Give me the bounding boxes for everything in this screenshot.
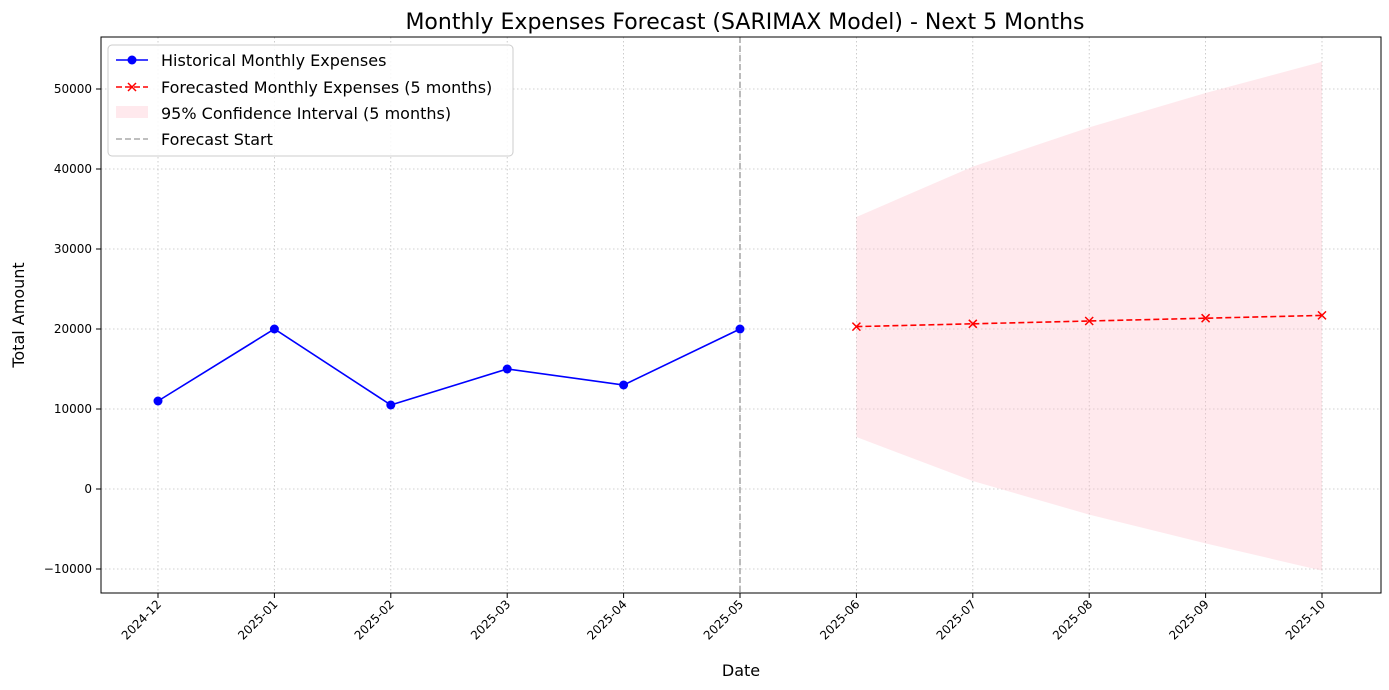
data-point-marker [1084,316,1094,326]
y-tick-label: 10000 [54,402,92,416]
y-tick-label: 50000 [54,82,92,96]
confidence-interval-area [856,61,1322,571]
y-tick-label: −10000 [44,562,92,576]
plot-frame [100,36,1382,594]
legend-forecast-start-label: Forecast Start [161,130,273,149]
data-point-marker [735,324,745,334]
confidence-interval-band [856,61,1322,571]
legend-historical-marker [127,55,137,65]
legend-ci-label: 95% Confidence Interval (5 months) [161,104,451,123]
series-line-0 [157,328,741,406]
data-point-marker [968,319,978,329]
legend-forecast-marker [127,82,137,92]
legend: Historical Monthly Expenses Forecasted M… [107,44,514,157]
y-tick-label: 20000 [54,322,92,336]
series-lines [153,310,1327,410]
y-tick-label: 30000 [54,242,92,256]
y-tick-label: 40000 [54,162,92,176]
x-axis-title: Date [722,661,760,680]
data-point-marker [1317,310,1327,320]
series-line-1 [856,314,1323,328]
legend-forecast-label: Forecasted Monthly Expenses (5 months) [161,78,492,97]
data-point-marker [619,380,629,390]
legend-box [107,44,514,157]
legend-historical-label: Historical Monthly Expenses [161,51,386,70]
y-axis-ticks: −10000 0 10000 20000 30000 40000 50000 [44,82,101,576]
legend-ci-swatch [116,106,148,118]
data-point-marker [1201,313,1211,323]
data-point-marker [386,400,396,410]
data-point-marker [269,324,279,334]
y-tick-label: 0 [84,482,92,496]
chart-title: Monthly Expenses Forecast (SARIMAX Model… [405,10,1084,35]
y-axis-title: Total Amount [9,262,28,368]
data-point-marker [502,364,512,374]
data-point-marker [153,396,163,406]
data-point-marker [851,322,861,332]
